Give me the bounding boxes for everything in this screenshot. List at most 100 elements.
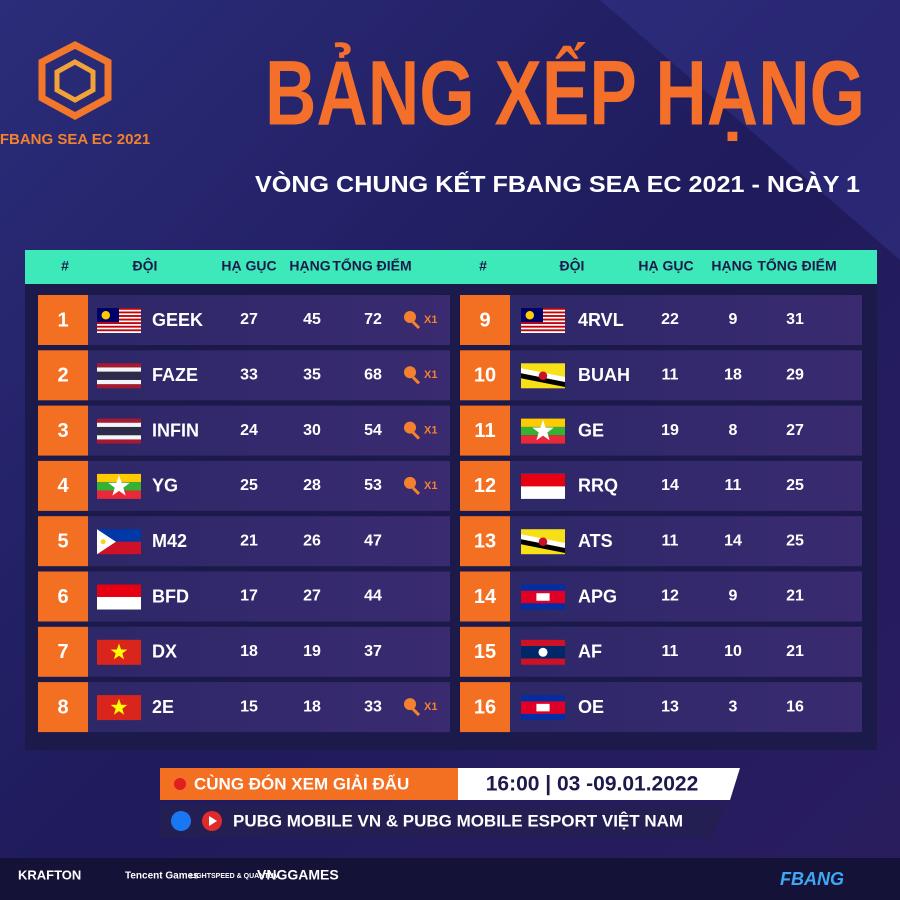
badge: X1 bbox=[424, 480, 437, 492]
rank-box bbox=[460, 350, 510, 401]
flag-part bbox=[97, 584, 141, 597]
rank-box bbox=[460, 460, 510, 511]
rank-box bbox=[38, 682, 88, 733]
kills: 13 bbox=[661, 698, 679, 715]
flag bbox=[97, 639, 141, 665]
kills: 19 bbox=[661, 422, 679, 439]
kills: 11 bbox=[662, 367, 679, 384]
place: 10 bbox=[724, 643, 742, 660]
flag-part bbox=[538, 371, 548, 381]
rank-box bbox=[38, 571, 88, 622]
kills: 22 bbox=[661, 311, 679, 328]
title: BẢNG XẾP HẠNG bbox=[265, 41, 865, 144]
flag bbox=[521, 529, 565, 555]
watch-label: CÙNG ĐÓN XEM GIẢI ĐẤU bbox=[194, 774, 409, 793]
flag-part bbox=[97, 325, 141, 328]
flag bbox=[521, 639, 565, 665]
total: 33 bbox=[364, 698, 382, 715]
badge: X1 bbox=[424, 369, 437, 381]
team: 4RVL bbox=[578, 310, 624, 330]
rank: 5 bbox=[57, 530, 68, 552]
row-bg bbox=[510, 460, 862, 511]
team: YG bbox=[152, 476, 178, 496]
rank: 4 bbox=[57, 475, 69, 497]
total: 27 bbox=[786, 422, 804, 439]
total: 72 bbox=[364, 311, 382, 328]
kills: 21 bbox=[240, 532, 258, 549]
rank-box bbox=[460, 626, 510, 677]
total: 21 bbox=[786, 588, 804, 605]
flag-part bbox=[97, 426, 141, 436]
kills: 11 bbox=[662, 532, 679, 549]
team: ATS bbox=[578, 531, 613, 551]
rank-box bbox=[38, 405, 88, 456]
flag-part bbox=[97, 529, 116, 555]
chicken-icon bbox=[404, 311, 416, 323]
row-bg bbox=[510, 350, 862, 401]
rank: 12 bbox=[474, 475, 496, 497]
rank: 13 bbox=[474, 530, 496, 552]
row-bg bbox=[88, 350, 450, 401]
rank: 2 bbox=[57, 365, 68, 387]
place: 28 bbox=[303, 477, 321, 494]
place: 3 bbox=[729, 698, 738, 715]
place: 14 bbox=[724, 532, 742, 549]
flag bbox=[521, 473, 565, 499]
place: 35 bbox=[303, 367, 321, 384]
flag bbox=[521, 695, 565, 721]
row-bg bbox=[88, 682, 450, 733]
rank-box bbox=[460, 405, 510, 456]
place: 26 bbox=[303, 532, 321, 549]
header-bar bbox=[25, 250, 877, 284]
total: 25 bbox=[786, 477, 804, 494]
sponsor: Tencent Games bbox=[125, 871, 199, 882]
schedule-box bbox=[458, 768, 740, 800]
flag bbox=[97, 308, 141, 333]
row-bg bbox=[510, 571, 862, 622]
logo bbox=[38, 41, 112, 120]
rank: 9 bbox=[479, 309, 490, 331]
total: 37 bbox=[364, 643, 382, 660]
row-bg bbox=[88, 626, 450, 677]
rank-box bbox=[38, 626, 88, 677]
chicken-icon bbox=[404, 698, 416, 711]
total: 47 bbox=[364, 532, 382, 549]
chicken-icon bbox=[411, 376, 421, 385]
column-header: HẠ GỤC bbox=[221, 258, 276, 274]
chicken-icon bbox=[404, 366, 416, 379]
kills: 33 bbox=[240, 367, 258, 384]
total: 31 bbox=[786, 311, 804, 328]
kills: 15 bbox=[240, 698, 258, 715]
place: 27 bbox=[303, 588, 321, 605]
footer: CÙNG ĐÓN XEM GIẢI ĐẤU 16:00 | 03 -09.01.… bbox=[0, 768, 900, 900]
flag-part bbox=[521, 373, 565, 388]
sponsor: VNGGAMES bbox=[257, 867, 339, 883]
rank: 11 bbox=[474, 420, 495, 442]
team: AF bbox=[578, 642, 602, 662]
flag-part bbox=[521, 539, 565, 553]
flag-part bbox=[97, 329, 141, 332]
kills: 17 bbox=[240, 588, 258, 605]
flag-part bbox=[97, 371, 141, 380]
brand: FBANG bbox=[780, 869, 844, 889]
flag-part bbox=[108, 475, 130, 496]
place: 9 bbox=[729, 311, 738, 328]
flag-part bbox=[110, 643, 128, 660]
rank: 10 bbox=[474, 365, 496, 387]
rank: 6 bbox=[57, 586, 68, 608]
team: M42 bbox=[152, 531, 187, 551]
row-bg bbox=[510, 682, 862, 733]
sponsor: KRAFTON bbox=[18, 867, 81, 882]
kills: 12 bbox=[661, 588, 679, 605]
column-header: # bbox=[61, 258, 69, 274]
flag-part bbox=[101, 311, 111, 320]
sponsor: LIGHTSPEED & QUANTUM bbox=[190, 873, 280, 880]
team: GE bbox=[578, 420, 604, 440]
channels-bar bbox=[160, 805, 725, 838]
chicken-icon bbox=[411, 431, 421, 440]
team: FAZE bbox=[152, 365, 198, 385]
flag-part bbox=[97, 331, 141, 333]
flag-part bbox=[521, 322, 565, 325]
flag-part bbox=[521, 473, 565, 487]
team: APG bbox=[578, 586, 617, 606]
